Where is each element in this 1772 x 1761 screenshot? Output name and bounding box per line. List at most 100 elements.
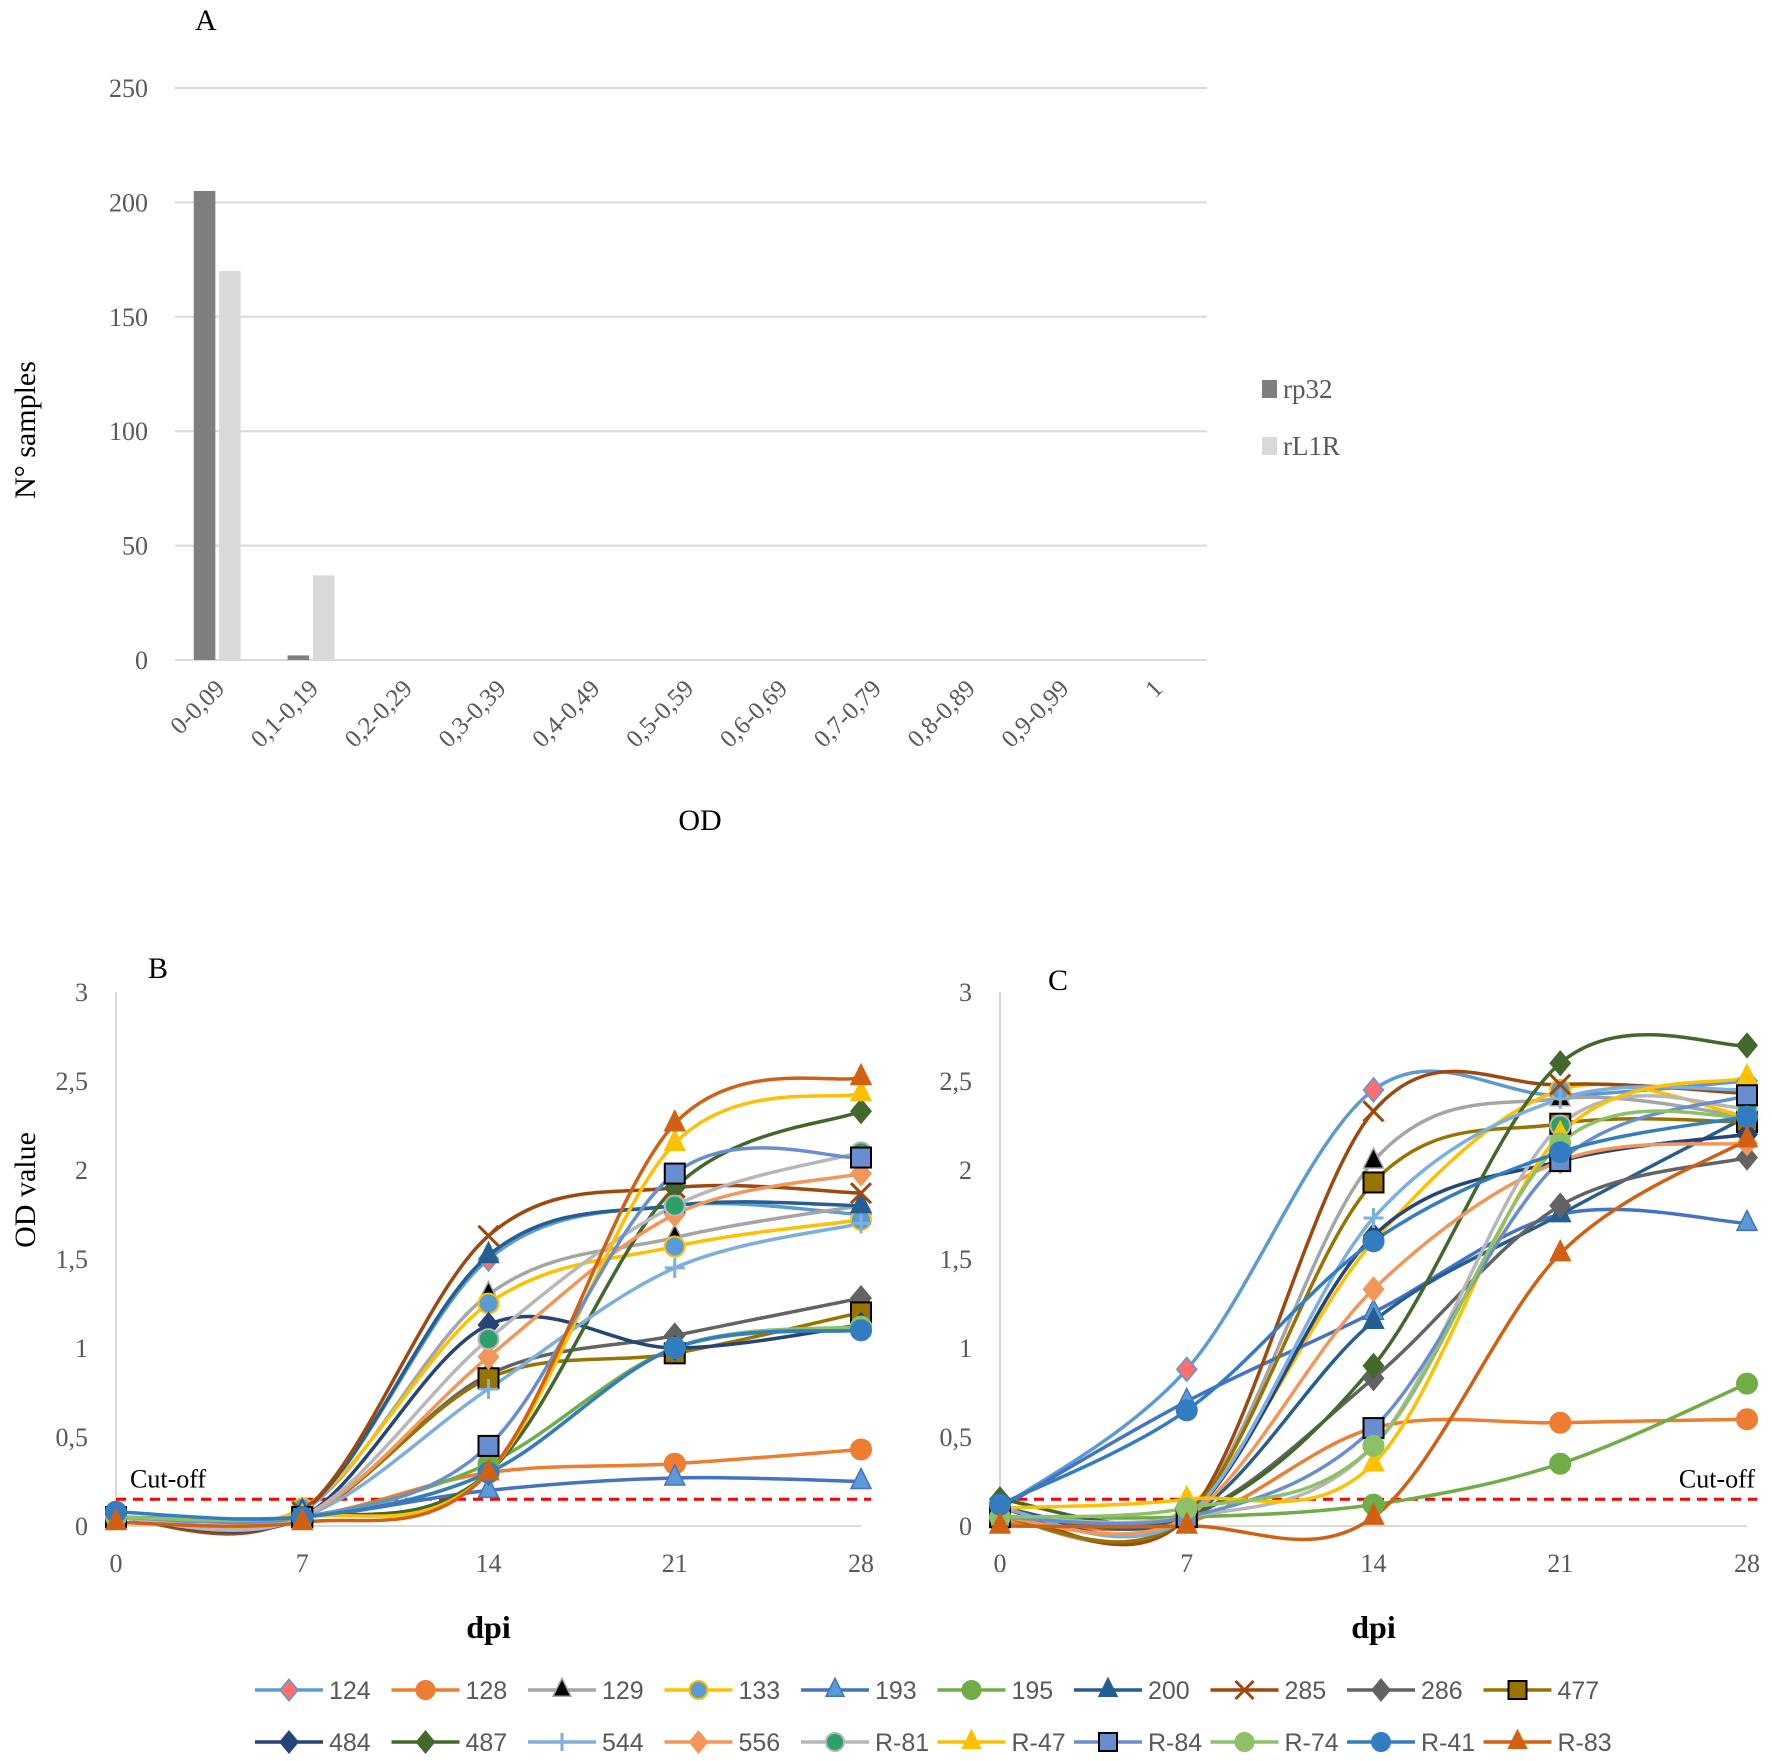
panel-b: B 0 0,5 1 1,5 2 2,5 3 0 7 14 21 28 dpi OD value Cut-off xyxy=(9,952,874,1645)
bar-rp32 xyxy=(287,655,310,660)
y-tick-label: 1 xyxy=(959,1334,972,1363)
legend-marker-487 xyxy=(415,1730,436,1754)
legend-marker-R-41 xyxy=(1371,1732,1391,1752)
legend-marker-544 xyxy=(553,1733,571,1751)
data-point-195 xyxy=(1549,1452,1572,1475)
data-point-R-41 xyxy=(663,1337,686,1359)
legend-marker-129 xyxy=(551,1676,573,1698)
data-point-124 xyxy=(1362,1076,1385,1104)
legend-marker-R-47 xyxy=(961,1728,982,1750)
legend-label-544: 544 xyxy=(602,1729,644,1757)
y-tick-label: 100 xyxy=(109,417,148,446)
x-tick-label: 0,8-0,89 xyxy=(903,675,981,753)
data-point-286 xyxy=(1736,1144,1758,1171)
series-line-R-83 xyxy=(999,1138,1748,1542)
y-tick-label: 2,5 xyxy=(940,1067,973,1096)
x-tick-label: 0-0,09 xyxy=(165,675,230,740)
data-point-R-47 xyxy=(849,1078,873,1102)
data-point-133 xyxy=(477,1292,500,1315)
series-line-R-47 xyxy=(999,1075,1748,1510)
x-tick-label: 28 xyxy=(1734,1549,1760,1578)
legend-label-200: 200 xyxy=(1148,1677,1190,1705)
bar-rp32 xyxy=(193,190,216,660)
legend-marker-477 xyxy=(1507,1680,1528,1700)
y-tick-label: 2 xyxy=(959,1156,972,1185)
y-tick-label: 0 xyxy=(959,1512,972,1541)
y-tick-label: 0,5 xyxy=(940,1423,973,1452)
data-point-544 xyxy=(1550,1088,1571,1109)
data-point-129 xyxy=(1362,1146,1385,1169)
legend-label-R-81: R-81 xyxy=(875,1729,929,1757)
data-point-R-83 xyxy=(988,1511,1012,1534)
series-line-556 xyxy=(999,1141,1748,1536)
bar-rL1R xyxy=(312,575,335,660)
data-point-285 xyxy=(1549,1073,1572,1096)
bar-rL1R xyxy=(219,271,241,660)
y-tick-label: 150 xyxy=(109,303,148,332)
data-point-R-47 xyxy=(663,1128,686,1152)
panel-label-b: B xyxy=(148,952,168,985)
data-point-R-81 xyxy=(477,1328,500,1351)
legend-label-129: 129 xyxy=(602,1677,644,1705)
data-point-544 xyxy=(664,1257,685,1278)
y-tick-label: 1,5 xyxy=(940,1245,973,1274)
y-tick-label: 200 xyxy=(109,188,148,217)
data-point-133 xyxy=(663,1235,686,1258)
panel-c: C 0 0,5 1 1,5 2 2,5 3 0 7 14 21 28 dpi Cut-off xyxy=(940,964,1761,1645)
data-point-487 xyxy=(1549,1050,1572,1077)
data-point-R-83 xyxy=(104,1507,128,1531)
data-point-R-83 xyxy=(477,1457,500,1481)
series-line-285 xyxy=(999,1069,1748,1547)
legend-label-128: 128 xyxy=(466,1677,508,1705)
data-point-R-41 xyxy=(1175,1399,1198,1422)
series-line-484 xyxy=(999,1132,1748,1538)
legend-label-484: 484 xyxy=(329,1729,371,1757)
data-point-487 xyxy=(1736,1032,1758,1059)
x-tick-label: 28 xyxy=(848,1549,874,1578)
data-point-285 xyxy=(477,1224,500,1247)
x-tick-label: 0,2-0,29 xyxy=(340,675,418,753)
panel-label-c: C xyxy=(1048,964,1068,997)
y-tick-label: 3 xyxy=(959,978,972,1007)
y-tick-label: 1,5 xyxy=(56,1245,89,1274)
data-point-193 xyxy=(1735,1208,1759,1232)
x-tick-label: 14 xyxy=(476,1549,502,1578)
legend-label-193: 193 xyxy=(875,1677,917,1705)
data-point-544 xyxy=(478,1378,499,1399)
legend-marker-R-84 xyxy=(1098,1732,1118,1752)
data-point-556 xyxy=(1362,1276,1385,1303)
series-line-R-84 xyxy=(115,1146,862,1525)
y-tick-label: 2 xyxy=(75,1156,88,1185)
y-tick-label: 2,5 xyxy=(56,1067,89,1096)
x-tick-label: 0,5-0,59 xyxy=(621,675,699,753)
data-point-193 xyxy=(849,1466,873,1490)
series-line-R-74 xyxy=(999,1109,1748,1519)
legend-label-R-74: R-74 xyxy=(1285,1729,1339,1757)
data-point-R-41 xyxy=(1549,1141,1572,1164)
data-point-124 xyxy=(1175,1356,1198,1383)
data-point-R-83 xyxy=(1362,1502,1385,1525)
legend-label-195: 195 xyxy=(1012,1677,1054,1705)
data-point-R-74 xyxy=(1362,1434,1385,1457)
legend-label-124: 124 xyxy=(329,1677,371,1705)
y-tick-label: 1 xyxy=(75,1334,88,1363)
legend-label-rL1R: rL1R xyxy=(1283,431,1340,461)
data-point-R-41 xyxy=(850,1319,872,1342)
data-point-285 xyxy=(1362,1100,1385,1123)
legend-marker-R-81 xyxy=(825,1732,845,1752)
legend-marker-133 xyxy=(688,1680,709,1700)
panel-label-a: A xyxy=(195,4,217,37)
data-point-R-41 xyxy=(1736,1105,1758,1128)
legend-marker-124 xyxy=(279,1678,299,1702)
data-point-487 xyxy=(1362,1352,1385,1379)
x-tick-label: 21 xyxy=(1547,1549,1573,1578)
legend-label-R-47: R-47 xyxy=(1012,1729,1066,1757)
data-point-R-84 xyxy=(663,1162,686,1185)
cutoff-label: Cut-off xyxy=(130,1464,206,1493)
legend-marker-200 xyxy=(1097,1676,1119,1698)
x-tick-label: 0,3-0,39 xyxy=(434,675,512,753)
legend-marker-286 xyxy=(1371,1678,1391,1702)
legend-label-286: 286 xyxy=(1421,1677,1463,1705)
legend-label-477: 477 xyxy=(1558,1677,1600,1705)
